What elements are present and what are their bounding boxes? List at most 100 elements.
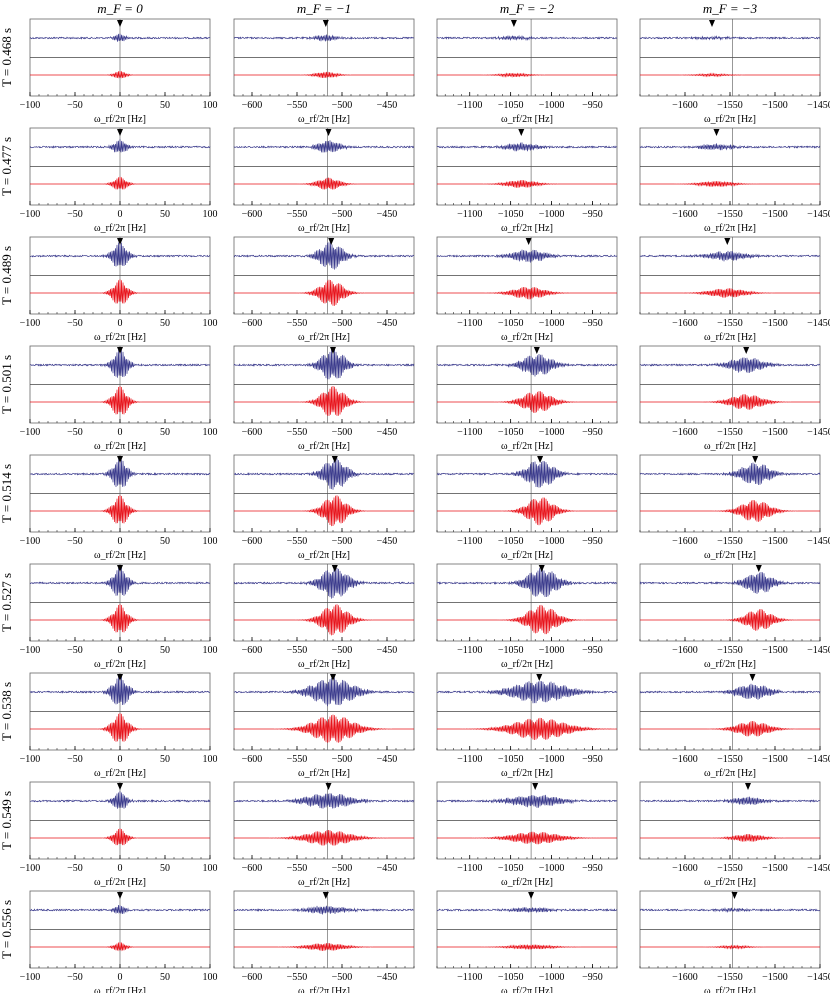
calculated-signal [640,608,820,631]
measured-signal [436,567,618,598]
spectrum-panel: −1600 −1550 −1500 −1450 ω_rf/2π [Hz] [639,127,830,234]
x-tick-label: −100 [20,645,41,656]
spectrum-panel: −100 −50 0 50 100 ω_rf/2π [Hz] [20,18,218,125]
x-axis-label: ω_rf/2π [Hz] [94,114,146,125]
x-tick-label: −1050 [498,863,524,874]
spectrum-panel: −100 −50 0 50 100 ω_rf/2π [Hz] [20,127,218,234]
x-tick-label: −1100 [457,863,482,874]
x-tick-label: −1100 [457,754,482,765]
center-marker-icon [510,20,517,27]
x-tick-label: −550 [287,427,308,438]
x-tick-label: −1100 [457,427,482,438]
x-tick-label: −1550 [717,427,743,438]
x-tick-label: −1000 [539,100,565,111]
x-tick-label: −1600 [672,100,698,111]
calculated-signal [640,720,820,737]
x-tick-label: −450 [377,318,398,329]
x-tick-label: 50 [160,754,170,765]
x-tick-label: 100 [203,427,218,438]
x-axis-label: ω_rf/2π [Hz] [298,986,350,993]
x-tick-label: −1550 [717,645,743,656]
x-axis-label: ω_rf/2π [Hz] [298,659,350,670]
measured-signal [436,906,618,914]
measured-signal [233,458,415,490]
spectrum-panel: −100 −50 0 50 100 ω_rf/2π [Hz] [20,781,218,888]
x-tick-label: −500 [332,100,353,111]
center-marker-icon [322,20,329,27]
calculated-signal [30,603,210,633]
x-axis-label: ω_rf/2π [Hz] [704,877,756,888]
x-tick-label: −550 [287,100,308,111]
calculated-signal [234,177,414,190]
measured-signal [639,143,821,151]
center-marker-icon [331,565,338,572]
calculated-signal [437,72,617,78]
x-tick-label: −500 [332,972,353,983]
x-tick-label: −1050 [498,100,524,111]
x-tick-label: −1550 [717,536,743,547]
x-tick-label: −1450 [807,972,830,983]
x-tick-label: −500 [332,754,353,765]
center-marker-icon [749,674,756,681]
x-tick-label: −550 [287,863,308,874]
measured-signal [639,357,821,373]
x-axis-label: ω_rf/2π [Hz] [704,441,756,452]
calculated-signal [437,391,617,413]
column-header: m_F = −2 [500,1,555,16]
x-tick-label: 50 [160,536,170,547]
x-tick-label: 50 [160,427,170,438]
center-marker-icon [331,456,338,463]
x-axis-label: ω_rf/2π [Hz] [501,986,553,993]
x-tick-label: 100 [203,536,218,547]
x-tick-label: −1050 [498,645,524,656]
x-tick-label: 0 [118,863,123,874]
calculated-signal [30,712,210,742]
x-tick-label: −1600 [672,318,698,329]
spectrum-panel: −1600 −1550 −1500 −1450 ω_rf/2π [Hz] [639,18,830,125]
x-axis-label: ω_rf/2π [Hz] [704,986,756,993]
x-tick-label: −1000 [539,645,565,656]
x-axis-label: ω_rf/2π [Hz] [501,877,553,888]
row-label: T = 0.549 s [0,791,14,850]
calculated-signal [234,71,414,79]
x-tick-label: −450 [377,427,398,438]
x-tick-label: −1000 [539,209,565,220]
spectrum-panel: −1600 −1550 −1500 −1450 ω_rf/2π [Hz] [639,563,830,670]
x-axis-label: ω_rf/2π [Hz] [501,550,553,561]
x-tick-label: −1550 [717,863,743,874]
measured-signal [233,793,415,809]
spectrum-panel: −100 −50 0 50 100 ω_rf/2π [Hz] [20,454,218,561]
calculated-signal [30,279,210,304]
x-tick-label: −1050 [498,536,524,547]
x-tick-label: 0 [118,972,123,983]
x-tick-label: −950 [582,863,603,874]
x-tick-label: −1600 [672,427,698,438]
x-tick-label: −1450 [807,863,830,874]
x-tick-label: −500 [332,645,353,656]
x-tick-label: −1600 [672,754,698,765]
x-tick-label: −450 [377,100,398,111]
center-marker-icon [117,892,123,899]
spectrum-panel: −100 −50 0 50 100 ω_rf/2π [Hz] [20,890,218,993]
x-tick-label: −500 [332,318,353,329]
center-marker-icon [518,129,525,136]
column-headers: m_F = 0 m_F = −1 m_F = −2 m_F = −3 [97,1,757,16]
center-marker-icon [117,20,123,27]
x-tick-label: −600 [242,972,263,983]
measured-signal [639,906,821,913]
calculated-signal [30,942,210,952]
measured-signal [233,34,415,42]
measured-signal [436,353,618,377]
x-tick-label: −1500 [762,645,788,656]
x-tick-label: −100 [20,754,41,765]
x-tick-label: −600 [242,536,263,547]
x-tick-label: 0 [118,536,123,547]
x-tick-label: −1500 [762,427,788,438]
row-label: T = 0.477 s [0,137,14,196]
measured-signal [233,677,415,707]
x-tick-label: 50 [160,100,170,111]
center-marker-icon [755,565,762,572]
x-tick-label: −1550 [717,209,743,220]
center-marker-icon [117,783,123,790]
x-axis-label: ω_rf/2π [Hz] [298,223,350,234]
